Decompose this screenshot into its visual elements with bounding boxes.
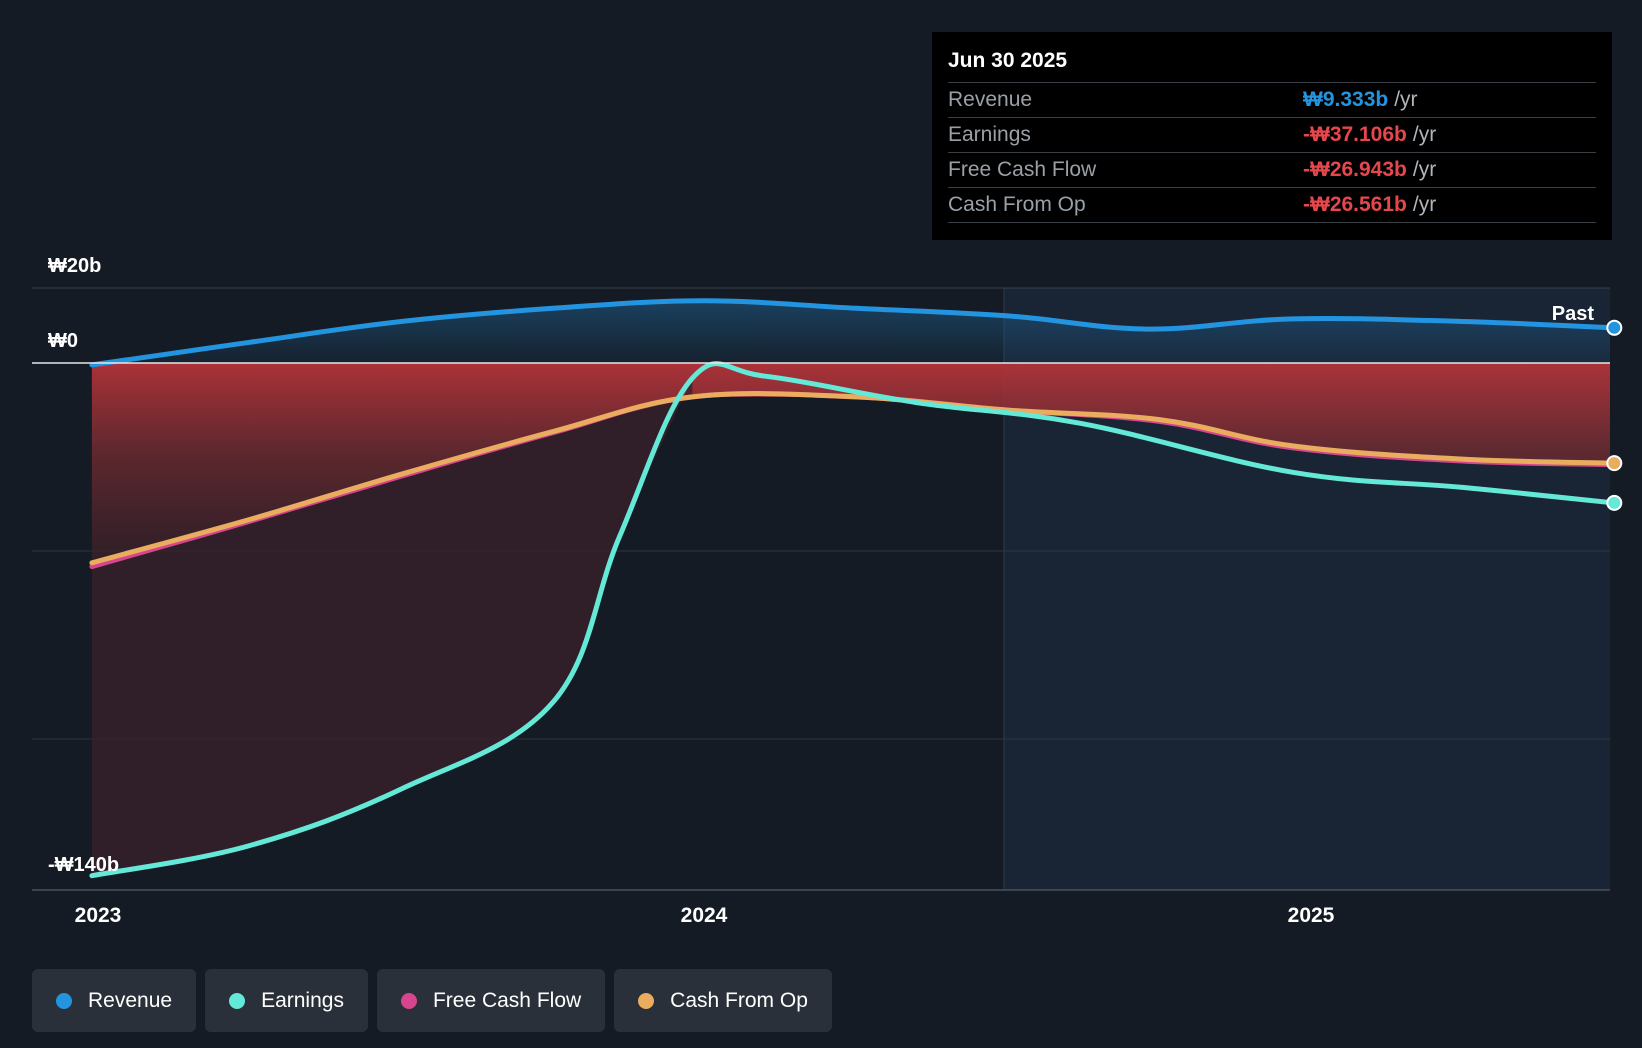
legend-label: Free Cash Flow [432,988,582,1012]
tooltip-label: Cash From Op [948,193,1086,216]
tooltip-row-revenue: Revenue ₩9.333b /yr [948,83,1596,118]
tooltip-unit: /yr [1412,123,1437,146]
legend: Revenue Earnings Free Cash Flow Cash Fro… [32,969,832,1032]
legend-item-revenue[interactable]: Revenue [32,969,197,1032]
legend-label: Earnings [261,988,344,1012]
tooltip-date: Jun 30 2025 [948,46,1596,83]
revenue-end-marker [1606,319,1623,336]
tooltip-label: Free Cash Flow [948,158,1097,181]
tooltip-unit: /yr [1394,88,1418,111]
y-tick-label-zero: ₩0 [48,330,78,352]
cash-from-op-line [89,391,1610,566]
y-tick-label-bottom: -₩140b [48,854,119,876]
tooltip-row-cash-from-op: Cash From Op -₩26.561b /yr [948,188,1596,223]
tooltip-row-free-cash-flow: Free Cash Flow -₩26.943b /yr [948,153,1596,188]
x-tick-label-2025: 2025 [1288,904,1335,927]
tooltip-value: -₩26.943b [1303,158,1407,181]
legend-item-free-cash-flow[interactable]: Free Cash Flow [376,969,606,1032]
earnings-negative-fill [91,378,693,876]
tooltip-value: -₩26.561b [1303,193,1407,216]
negative-area-fill [91,363,1610,563]
legend-item-cash-from-op[interactable]: Cash From Op [614,969,832,1032]
x-tick-label-2024: 2024 [681,904,728,927]
earnings-end-marker [1606,494,1623,511]
tooltip-unit: /yr [1412,158,1437,181]
tooltip-value: ₩9.333b [1303,88,1389,111]
legend-label: Cash From Op [670,988,808,1012]
x-tick-label-2023: 2023 [75,904,122,927]
tooltip: Jun 30 2025 Revenue ₩9.333b /yr Earnings… [932,32,1612,240]
tooltip-value: -₩37.106b [1303,123,1407,146]
legend-label: Revenue [88,988,173,1012]
tooltip-label: Revenue [948,88,1033,111]
cash-from-op-end-marker [1606,455,1623,472]
legend-dot-icon [638,992,655,1009]
legend-dot-icon [56,992,72,1009]
past-label: Past [1552,303,1595,325]
revenue-line [89,298,1610,368]
legend-item-earnings[interactable]: Earnings [205,969,368,1032]
legend-dot-icon [400,992,417,1009]
tooltip-row-earnings: Earnings -₩37.106b /yr [948,118,1596,153]
earnings-line [89,361,1610,879]
y-tick-label-top: ₩20b [48,255,101,277]
legend-dot-icon [229,992,246,1009]
tooltip-label: Earnings [948,123,1031,146]
tooltip-unit: /yr [1412,193,1437,216]
